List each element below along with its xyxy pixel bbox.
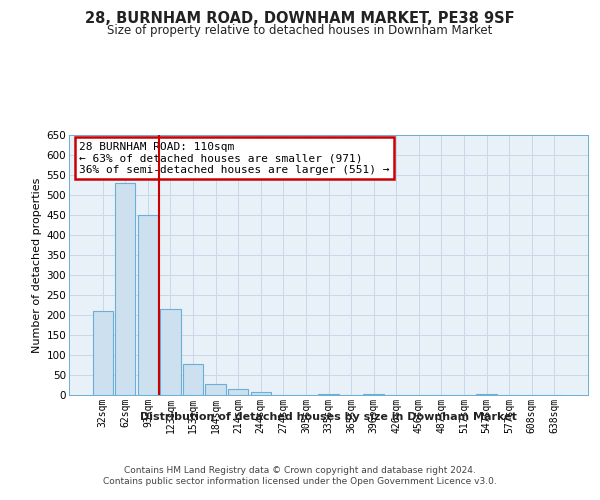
- Y-axis label: Number of detached properties: Number of detached properties: [32, 178, 43, 352]
- Bar: [319, 394, 338, 395]
- Bar: [364, 394, 384, 395]
- Text: Contains HM Land Registry data © Crown copyright and database right 2024.: Contains HM Land Registry data © Crown c…: [124, 466, 476, 475]
- Bar: [183, 364, 203, 395]
- Bar: [228, 389, 248, 395]
- Bar: [476, 394, 497, 395]
- Text: Contains public sector information licensed under the Open Government Licence v3: Contains public sector information licen…: [103, 478, 497, 486]
- Bar: [92, 311, 113, 395]
- Bar: [205, 384, 226, 395]
- Text: 28, BURNHAM ROAD, DOWNHAM MARKET, PE38 9SF: 28, BURNHAM ROAD, DOWNHAM MARKET, PE38 9…: [85, 11, 515, 26]
- Bar: [251, 392, 271, 395]
- Bar: [115, 183, 136, 395]
- Text: Size of property relative to detached houses in Downham Market: Size of property relative to detached ho…: [107, 24, 493, 37]
- Bar: [160, 309, 181, 395]
- Text: 28 BURNHAM ROAD: 110sqm
← 63% of detached houses are smaller (971)
36% of semi-d: 28 BURNHAM ROAD: 110sqm ← 63% of detache…: [79, 142, 390, 174]
- Bar: [138, 215, 158, 395]
- Text: Distribution of detached houses by size in Downham Market: Distribution of detached houses by size …: [140, 412, 517, 422]
